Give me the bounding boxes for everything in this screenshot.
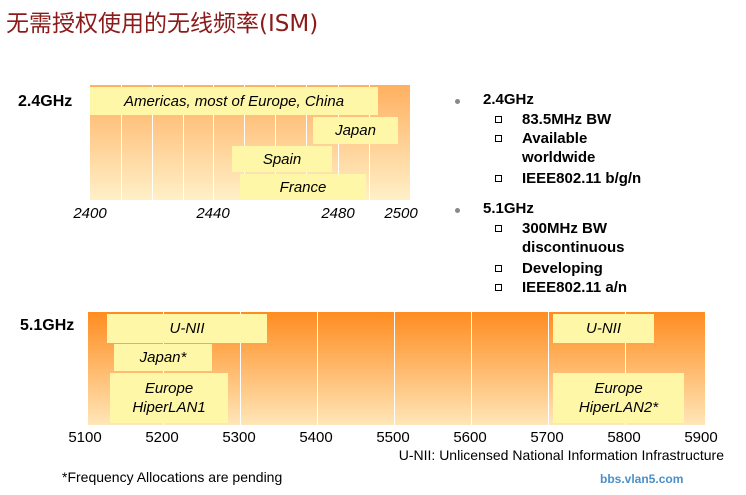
- band-label: 2.4GHz: [18, 93, 73, 110]
- bullet: [455, 99, 460, 104]
- allocation: France: [240, 174, 366, 200]
- tick-label: 2440: [196, 205, 230, 222]
- tick-label: 5300: [222, 429, 256, 446]
- bullet-title: 2.4GHz: [483, 91, 534, 108]
- bullet-title: 5.1GHz: [483, 200, 534, 217]
- bullet-item: 83.5MHz BW: [522, 111, 612, 128]
- tick-label: 5600: [453, 429, 487, 446]
- allocation: U-NII: [107, 314, 267, 343]
- tick-label: 5200: [145, 429, 179, 446]
- bullet-item: Available worldwide: [522, 130, 596, 166]
- bullet: [495, 116, 502, 123]
- tick-label: 2500: [384, 205, 418, 222]
- allocation: Americas, most of Europe, China: [90, 87, 378, 115]
- bullet-item: IEEE802.11 a/n: [522, 279, 628, 296]
- tick-label: 5400: [299, 429, 333, 446]
- tick-label: 5900: [684, 429, 718, 446]
- watermark: bbs.vlan5.com: [600, 472, 684, 486]
- bullet: [495, 265, 502, 272]
- note: U-NII: Unlicensed National Information I…: [398, 447, 724, 463]
- bullet: [455, 208, 460, 213]
- title: 无需授权使用的无线频率(ISM): [6, 11, 319, 37]
- tick-label: 2400: [73, 205, 107, 222]
- allocation: Europe HiperLAN2*: [553, 373, 684, 423]
- allocation: Japan: [313, 117, 398, 144]
- allocation: Europe HiperLAN1: [110, 373, 228, 423]
- bullet-item: Developing: [522, 260, 603, 277]
- bullet: [495, 284, 502, 291]
- allocation: Spain: [232, 146, 332, 172]
- tick-label: 5800: [607, 429, 641, 446]
- tick-label: 5100: [68, 429, 102, 446]
- allocation: Japan*: [114, 344, 212, 371]
- tick-label: 5700: [530, 429, 564, 446]
- bullet: [495, 135, 502, 142]
- bullet: [495, 225, 502, 232]
- bullet-item: IEEE802.11 b/g/n: [522, 170, 642, 187]
- bullet-item: 300MHz BW discontinuous: [522, 220, 625, 256]
- bullet: [495, 175, 502, 182]
- footnote: *Frequency Allocations are pending: [62, 469, 283, 485]
- tick-label: 5500: [376, 429, 410, 446]
- allocation: U-NII: [553, 314, 654, 343]
- band-label: 5.1GHz: [20, 317, 75, 334]
- tick-label: 2480: [321, 205, 355, 222]
